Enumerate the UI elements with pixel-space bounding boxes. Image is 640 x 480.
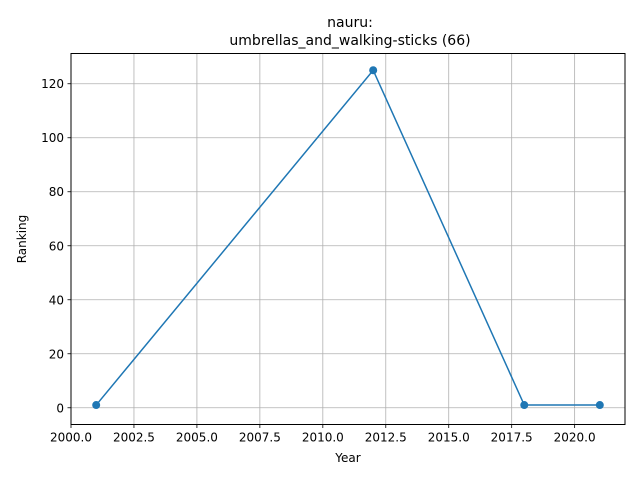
- y-tick-label: 120: [41, 77, 64, 91]
- data-point: [92, 401, 101, 410]
- x-tick-label: 2007.5: [239, 431, 281, 445]
- y-tick-label: 20: [49, 347, 64, 361]
- x-axis-ticks: 2000.0 2002.5 2005.0 2007.5 2010.0 2012.5 2015…: [50, 424, 596, 445]
- y-tick-label: 40: [49, 293, 64, 307]
- chart-title-line-2: umbrellas_and_walking-sticks (66): [229, 33, 470, 49]
- x-axis-label: Year: [334, 451, 360, 465]
- y-tick-label: 100: [41, 131, 64, 145]
- plot-area-frame: [70, 53, 626, 425]
- x-tick-label: 2005.0: [176, 431, 218, 445]
- grid-lines: [70, 53, 625, 425]
- x-tick-label: 2002.5: [113, 431, 155, 445]
- chart-title-line-1: nauru:: [327, 15, 373, 31]
- x-tick-label: 2010.0: [302, 431, 344, 445]
- data-point: [520, 401, 529, 410]
- x-tick-label: 2020.0: [554, 431, 596, 445]
- series-ranking: [92, 66, 604, 410]
- y-tick-label: 80: [49, 185, 64, 199]
- x-tick-label: 2017.5: [491, 431, 533, 445]
- x-tick-label: 2015.0: [428, 431, 470, 445]
- x-tick-label: 2012.5: [365, 431, 407, 445]
- x-tick-label: 2000.0: [50, 431, 92, 445]
- data-point: [369, 66, 378, 75]
- data-point: [595, 401, 604, 410]
- y-tick-label: 0: [56, 401, 64, 415]
- y-axis-ticks: 0 20 40 60 80 100 120: [41, 77, 71, 415]
- series-line: [95, 68, 600, 406]
- y-tick-label: 60: [49, 239, 64, 253]
- y-axis-label: Ranking: [15, 215, 29, 264]
